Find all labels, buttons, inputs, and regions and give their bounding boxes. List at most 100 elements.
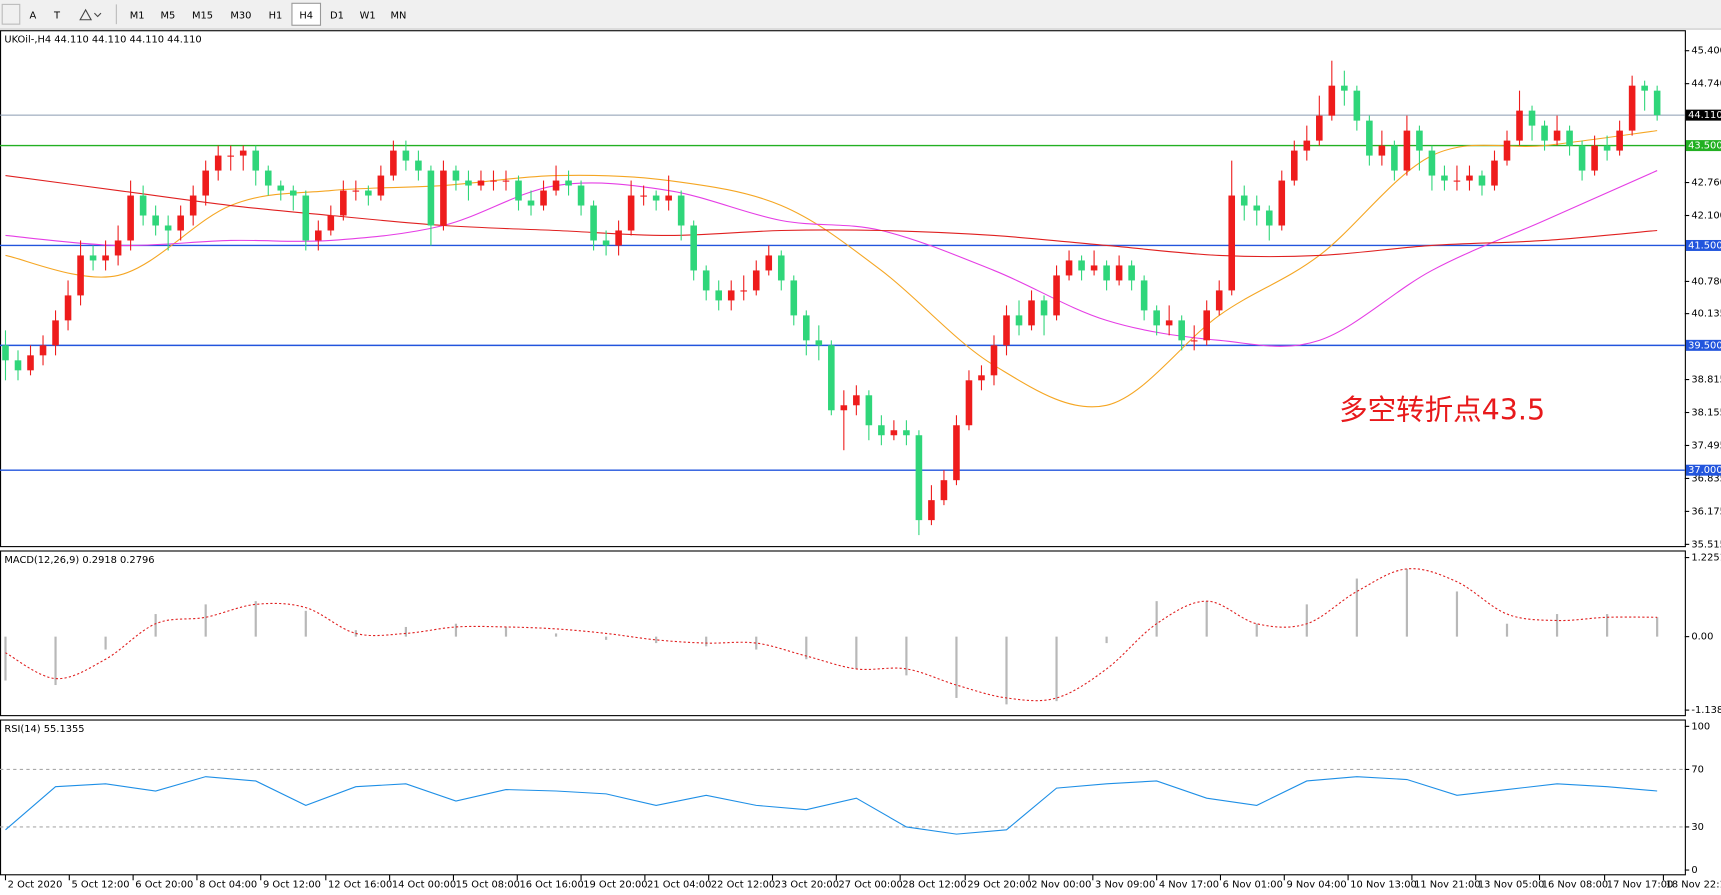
timeframe-button[interactable]: H4: [299, 10, 313, 21]
y-tick-label: -1.1383: [1691, 705, 1721, 716]
x-tick-label: 16 Oct 16:00: [519, 880, 583, 891]
candle-body: [102, 255, 109, 261]
x-tick-label: 16 Nov 08:00: [1542, 880, 1608, 891]
y-tick-label: 42.760: [1691, 178, 1721, 189]
y-tick-label: 38.155: [1691, 408, 1721, 419]
panel-title: MACD(12,26,9) 0.2918 0.2796: [4, 555, 154, 566]
candle-body: [202, 170, 209, 196]
candle-body: [878, 425, 885, 436]
candle-body: [415, 160, 422, 171]
candle-body: [27, 355, 34, 371]
shapes-tool[interactable]: [79, 8, 102, 21]
candle-body: [1253, 205, 1261, 211]
candle-body: [727, 290, 735, 301]
moving-average: [5, 175, 1658, 258]
candle-body: [1115, 265, 1123, 281]
y-tick-label: 42.100: [1691, 211, 1721, 222]
level-label-box: [1685, 339, 1721, 351]
y-tick-label: 100: [1691, 721, 1710, 732]
x-tick-label: 9 Nov 04:00: [1286, 880, 1346, 891]
candle-body: [552, 180, 560, 191]
x-tick-label: 13 Nov 05:00: [1478, 880, 1544, 891]
candle-body: [765, 255, 773, 271]
candle-body: [390, 150, 397, 176]
candle-body: [815, 340, 823, 346]
font-button[interactable]: A: [30, 10, 37, 21]
signal-line: [5, 568, 1658, 702]
candle-body: [1103, 265, 1110, 281]
candle-body: [953, 425, 960, 481]
x-tick-label: 9 Oct 12:00: [263, 880, 321, 891]
candle-body: [1541, 125, 1548, 141]
candle-body: [465, 180, 472, 186]
timeframe-button[interactable]: M30: [230, 10, 251, 21]
candle-body: [1403, 130, 1411, 171]
y-tick-label: 38.815: [1691, 375, 1721, 386]
x-tick-label: 8 Oct 04:00: [199, 880, 257, 891]
candle-body: [1153, 310, 1160, 326]
candle-body: [690, 225, 697, 271]
candle-body: [214, 155, 222, 171]
candle-body: [1553, 130, 1561, 141]
y-tick-label: 70: [1691, 764, 1704, 775]
moving-average: [5, 170, 1658, 347]
candle-body: [965, 380, 973, 426]
candle-body: [540, 190, 547, 206]
candle-body: [1028, 300, 1035, 326]
candle-body: [652, 195, 660, 201]
candle-body: [1290, 150, 1298, 181]
level-label: 39.500: [1688, 340, 1721, 351]
timeframe-button[interactable]: M1: [130, 10, 145, 21]
current-price-box: [1685, 109, 1721, 121]
candle-body: [1516, 110, 1523, 141]
candle-body: [377, 175, 385, 196]
candle-body: [14, 360, 22, 371]
candle-body: [565, 180, 572, 186]
x-tick-label: 2 Oct 2020: [8, 880, 63, 891]
candle-body: [890, 430, 898, 436]
candle-body: [915, 435, 923, 521]
x-tick-label: 10 Nov 13:00: [1350, 880, 1416, 891]
candle-body: [990, 345, 998, 376]
candle-body: [1003, 315, 1010, 346]
candle-body: [1641, 85, 1648, 91]
current-price-label: 44.110: [1688, 110, 1721, 121]
candle-body: [903, 430, 910, 436]
candle-body: [340, 190, 347, 216]
candle-body: [1228, 195, 1236, 291]
toolbar-button[interactable]: [1, 3, 21, 25]
candle-body: [227, 155, 235, 157]
candle-body: [740, 290, 748, 292]
y-tick-label: 44.740: [1691, 79, 1721, 90]
text-tool[interactable]: T: [53, 10, 61, 21]
timeframe-button[interactable]: D1: [330, 10, 344, 21]
candle-body: [264, 170, 272, 186]
candle-body: [777, 255, 785, 281]
candle-body: [52, 320, 59, 346]
y-tick-label: 1.2251: [1691, 553, 1721, 564]
timeframe-button[interactable]: H1: [269, 10, 283, 21]
candle-body: [139, 195, 147, 216]
candle-body: [790, 280, 798, 316]
candle-body: [352, 190, 360, 192]
y-tick-label: 45.400: [1691, 46, 1721, 57]
candle-body: [1416, 130, 1423, 151]
candle-body: [853, 395, 860, 406]
candle-body: [1278, 180, 1286, 226]
y-tick-label: 0: [1691, 865, 1697, 876]
x-tick-label: 15 Oct 08:00: [456, 880, 520, 891]
timeframe-button[interactable]: W1: [360, 10, 376, 21]
candle-body: [803, 315, 810, 341]
candle-body: [1491, 160, 1498, 186]
timeframe-button[interactable]: MN: [390, 10, 406, 21]
timeframe-button[interactable]: M15: [192, 10, 213, 21]
candle-body: [64, 295, 72, 321]
candle-body: [1190, 340, 1198, 342]
timeframe-button[interactable]: M5: [161, 10, 176, 21]
level-label: 43.500: [1688, 141, 1721, 152]
x-tick-label: 22 Oct 12:00: [711, 880, 775, 891]
candle-body: [1428, 150, 1436, 176]
candle-body: [1566, 130, 1573, 146]
panel-title: RSI(14) 55.1355: [4, 724, 84, 735]
